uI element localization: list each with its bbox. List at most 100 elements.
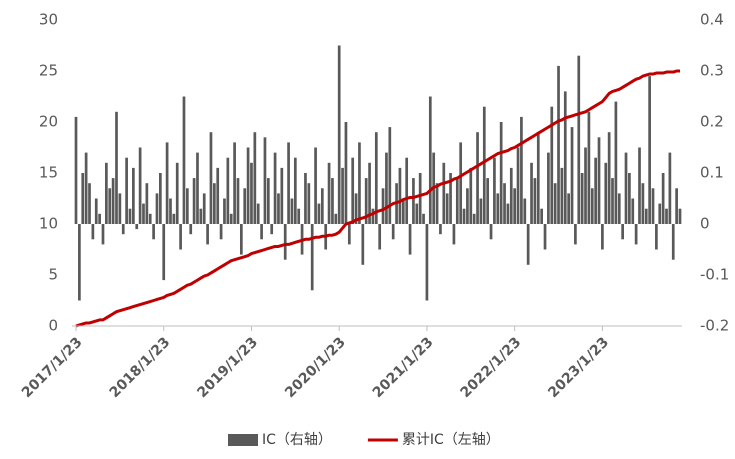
bar	[81, 173, 85, 224]
legend-label: 累计IC（左轴）	[402, 432, 500, 448]
bar	[337, 45, 341, 224]
y-tick-label: 0	[48, 317, 58, 335]
y-tick-label: 15	[39, 164, 58, 182]
bar	[486, 178, 490, 224]
bar	[179, 224, 182, 250]
bar	[317, 203, 321, 224]
y2-tick-label: 0.2	[700, 113, 724, 131]
bar	[196, 152, 199, 224]
bar	[418, 173, 422, 224]
bar	[293, 157, 297, 224]
bar	[270, 224, 274, 235]
bar	[385, 152, 388, 224]
bar	[165, 142, 169, 224]
bar	[590, 188, 594, 224]
bar	[516, 147, 520, 224]
bar	[496, 193, 500, 224]
x-tick-label: 2021/1/23	[370, 334, 437, 401]
bar	[624, 152, 628, 224]
bar	[509, 167, 513, 224]
bar	[260, 224, 263, 240]
bar	[145, 183, 149, 224]
bar	[354, 193, 358, 224]
bar	[435, 183, 439, 224]
bar	[604, 162, 608, 224]
bar	[553, 183, 557, 224]
bar	[658, 203, 662, 224]
bar	[405, 157, 409, 224]
bar	[189, 224, 193, 235]
bar	[560, 167, 564, 224]
bar	[557, 65, 560, 225]
bar	[226, 157, 230, 224]
bar	[192, 178, 196, 224]
bar	[287, 142, 290, 224]
bar	[513, 188, 517, 224]
bar	[250, 162, 253, 224]
bar	[584, 147, 587, 224]
bar	[243, 188, 247, 224]
bar	[415, 203, 419, 224]
bar	[162, 224, 166, 281]
bar	[668, 152, 672, 224]
bar	[533, 178, 537, 224]
bar	[371, 208, 375, 224]
bar	[628, 173, 631, 224]
bar	[368, 162, 371, 224]
y2-tick-label: 0.3	[700, 62, 724, 80]
bar	[219, 224, 223, 240]
bar	[374, 132, 378, 224]
x-tick-label: 2022/1/23	[458, 334, 525, 401]
bar	[209, 132, 213, 224]
bar	[88, 183, 91, 224]
y-tick-label: 5	[48, 266, 58, 284]
bar	[236, 178, 240, 224]
bar	[94, 198, 98, 224]
bar	[152, 224, 155, 240]
bar	[449, 173, 452, 224]
bar	[499, 122, 503, 224]
bar	[570, 127, 574, 224]
bar	[277, 193, 280, 224]
x-tick-label: 2017/1/23	[19, 334, 86, 401]
bar	[283, 224, 287, 260]
bar	[536, 132, 540, 224]
bar	[462, 208, 466, 224]
bar	[148, 213, 152, 224]
bar	[246, 147, 250, 224]
bar	[74, 116, 78, 224]
bar	[341, 167, 344, 224]
bar	[347, 224, 351, 245]
bar	[425, 224, 429, 301]
bar	[327, 162, 331, 224]
bar	[273, 152, 277, 224]
bar	[678, 208, 682, 224]
y-tick-label: 25	[39, 62, 58, 80]
bar	[263, 137, 267, 224]
bar	[378, 224, 382, 250]
bar	[540, 208, 544, 224]
bar	[111, 178, 115, 224]
bar	[445, 193, 449, 224]
bar	[665, 208, 668, 224]
bar	[253, 132, 257, 224]
bar	[459, 142, 463, 224]
y2-tick-label: 0.4	[700, 11, 724, 29]
bar	[135, 224, 139, 230]
bar	[121, 224, 125, 235]
bar	[364, 178, 368, 224]
bar	[132, 167, 135, 224]
bar	[105, 162, 108, 224]
bar	[469, 167, 473, 224]
bar	[331, 178, 334, 224]
bar	[229, 213, 233, 224]
bar	[661, 173, 665, 224]
bar	[550, 106, 554, 224]
y2-tick-label: -0.2	[700, 317, 729, 335]
bar	[452, 224, 456, 245]
bar	[388, 127, 392, 224]
line	[75, 69, 680, 328]
bar	[115, 111, 118, 224]
bar	[223, 198, 226, 224]
